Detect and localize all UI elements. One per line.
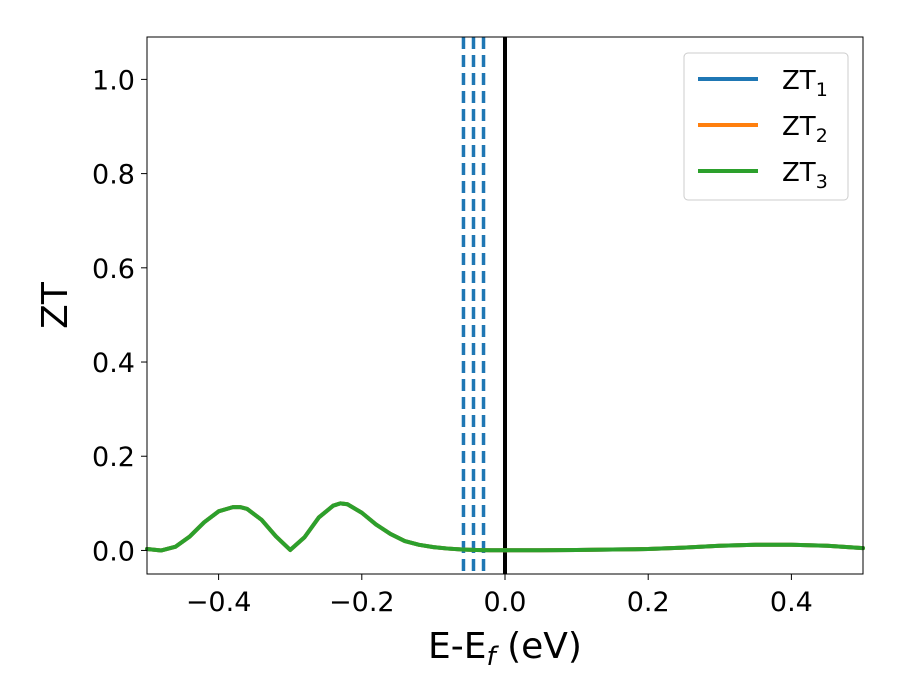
legend-label-zt1: ZT1 [782,66,828,101]
x-tick-label: 0.4 [770,587,813,618]
y-tick-label: 0.6 [92,254,135,285]
legend: ZT1 ZT2 ZT3 [683,52,849,201]
x-axis-label-unit: (eV) [496,626,582,667]
x-tick-label: 0.0 [484,587,527,618]
x-axis-ticks: −0.4 −0.2 0.0 0.2 0.4 [186,574,813,618]
y-tick-label: 0.4 [92,348,135,379]
reference-lines [461,37,507,574]
x-axis-label: E-Ef (eV) [428,626,582,672]
y-tick-label: 1.0 [92,65,135,96]
legend-label-zt3: ZT3 [782,158,828,193]
legend-label-zt2: ZT2 [782,112,828,147]
y-axis-ticks: 0.0 0.2 0.4 0.6 0.8 1.0 [92,65,147,567]
series-line-zt3 [145,501,865,553]
series-layer [145,501,865,553]
y-tick-label: 0.8 [92,160,135,191]
y-tick-label: 0.2 [92,442,135,473]
y-axis-label: ZT [35,281,76,329]
legend-box [683,52,849,201]
y-tick-label: 0.0 [92,536,135,567]
x-tick-label: −0.4 [186,587,252,618]
x-tick-label: 0.2 [627,587,670,618]
x-axis-label-main: E-E [428,626,486,667]
x-tick-label: −0.2 [329,587,395,618]
